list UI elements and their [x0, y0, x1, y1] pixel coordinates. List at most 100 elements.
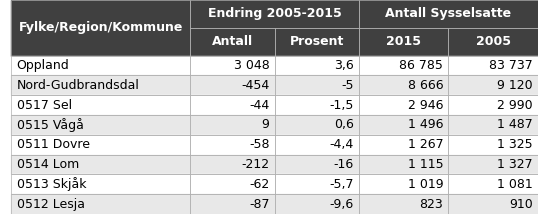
Text: 823: 823 — [420, 198, 443, 211]
Bar — [190, 155, 275, 174]
Text: 0513 Skjåk: 0513 Skjåk — [17, 177, 86, 191]
Text: -9,6: -9,6 — [329, 198, 353, 211]
Text: 3 048: 3 048 — [233, 59, 270, 72]
Bar — [449, 56, 538, 76]
Bar — [449, 76, 538, 95]
Bar — [449, 194, 538, 214]
Text: 83 737: 83 737 — [489, 59, 533, 72]
Bar — [359, 95, 449, 115]
Text: 0517 Sel: 0517 Sel — [17, 99, 72, 112]
Text: -44: -44 — [249, 99, 270, 112]
Bar — [359, 76, 449, 95]
Bar — [359, 0, 538, 28]
Bar — [190, 115, 275, 135]
Text: 1 327: 1 327 — [497, 158, 533, 171]
Text: Antall: Antall — [212, 35, 253, 48]
Bar — [275, 174, 359, 194]
Bar — [359, 135, 449, 155]
Text: -454: -454 — [241, 79, 270, 92]
Text: 0512 Lesja: 0512 Lesja — [17, 198, 84, 211]
Text: Endring 2005-2015: Endring 2005-2015 — [208, 7, 342, 20]
Bar — [11, 135, 190, 155]
Bar — [275, 56, 359, 76]
Bar — [275, 155, 359, 174]
Bar — [190, 0, 359, 28]
Bar — [11, 194, 190, 214]
Bar — [11, 56, 190, 76]
Bar — [359, 174, 449, 194]
Bar — [275, 95, 359, 115]
Text: 86 785: 86 785 — [399, 59, 443, 72]
Bar — [359, 174, 449, 194]
Bar — [275, 28, 359, 56]
Bar — [190, 56, 275, 76]
Bar — [11, 95, 190, 115]
Bar — [190, 56, 275, 76]
Text: 910: 910 — [509, 198, 533, 211]
Bar — [359, 155, 449, 174]
Bar — [275, 115, 359, 135]
Bar — [359, 76, 449, 95]
Text: -16: -16 — [334, 158, 353, 171]
Text: 1 325: 1 325 — [497, 138, 533, 151]
Bar — [275, 135, 359, 155]
Text: 0515 Vågå: 0515 Vågå — [17, 118, 83, 132]
Bar — [190, 115, 275, 135]
Bar — [190, 194, 275, 214]
Bar — [275, 155, 359, 174]
Text: 1 115: 1 115 — [408, 158, 443, 171]
Bar — [449, 28, 538, 56]
Bar — [449, 115, 538, 135]
Bar — [11, 76, 190, 95]
Bar — [449, 95, 538, 115]
Text: -58: -58 — [249, 138, 270, 151]
Bar — [449, 155, 538, 174]
Text: Oppland: Oppland — [17, 59, 69, 72]
Bar — [275, 115, 359, 135]
Bar — [190, 76, 275, 95]
Bar — [11, 115, 190, 135]
Bar — [11, 135, 190, 155]
Text: Fylke/Region/Kommune: Fylke/Region/Kommune — [19, 21, 183, 34]
Text: 9 120: 9 120 — [497, 79, 533, 92]
Bar — [359, 194, 449, 214]
Bar — [11, 194, 190, 214]
Bar — [190, 95, 275, 115]
Text: -5,7: -5,7 — [329, 178, 353, 191]
Bar — [190, 95, 275, 115]
Bar — [11, 174, 190, 194]
Bar — [190, 194, 275, 214]
Bar — [190, 135, 275, 155]
Text: 2 990: 2 990 — [497, 99, 533, 112]
Bar — [11, 155, 190, 174]
Text: -212: -212 — [241, 158, 270, 171]
Bar — [11, 56, 190, 76]
Text: 3,6: 3,6 — [334, 59, 353, 72]
Bar — [275, 194, 359, 214]
Bar — [275, 194, 359, 214]
Text: -5: -5 — [341, 79, 353, 92]
Bar — [359, 155, 449, 174]
Text: -87: -87 — [249, 198, 270, 211]
Bar — [449, 76, 538, 95]
Text: 1 019: 1 019 — [408, 178, 443, 191]
Text: 0511 Dovre: 0511 Dovre — [17, 138, 89, 151]
Bar — [190, 155, 275, 174]
Bar — [359, 194, 449, 214]
Text: Nord-Gudbrandsdal: Nord-Gudbrandsdal — [17, 79, 139, 92]
Bar — [449, 115, 538, 135]
Text: Prosent: Prosent — [289, 35, 344, 48]
Bar — [449, 155, 538, 174]
Bar — [359, 56, 449, 76]
Bar — [11, 155, 190, 174]
Bar — [359, 28, 449, 56]
Bar — [275, 28, 359, 56]
Bar — [275, 135, 359, 155]
Text: 2005: 2005 — [476, 35, 511, 48]
Text: Antall Sysselsatte: Antall Sysselsatte — [385, 7, 512, 20]
Bar — [449, 28, 538, 56]
Bar — [275, 95, 359, 115]
Bar — [11, 174, 190, 194]
Text: 1 267: 1 267 — [408, 138, 443, 151]
Bar — [11, 115, 190, 135]
